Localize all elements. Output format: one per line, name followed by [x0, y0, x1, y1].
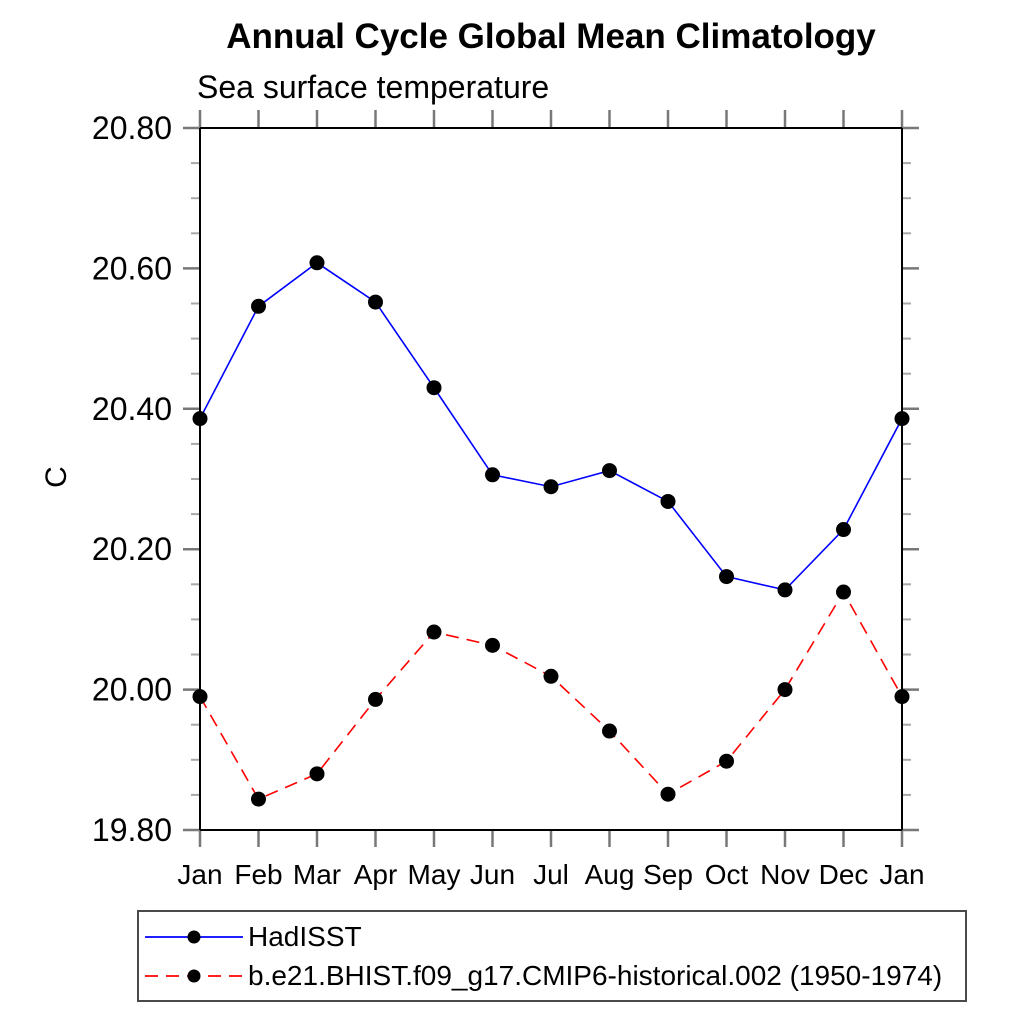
x-tick-label: Apr: [354, 859, 398, 890]
data-point-marker: [777, 582, 793, 598]
x-tick-label: Mar: [293, 859, 341, 890]
series-markers: [192, 255, 910, 807]
plot-frame: [199, 127, 903, 831]
legend: HadISST b.e21.BHIST.f09_g17.CMIP6-histor…: [137, 910, 967, 1002]
x-tick-label: Feb: [234, 859, 282, 890]
data-point-marker: [368, 691, 383, 707]
legend-swatch-dashed-line: [145, 969, 243, 982]
data-point-marker: [894, 411, 910, 427]
data-point-marker: [251, 791, 266, 807]
y-tick-label: 20.00: [92, 672, 172, 708]
data-point-marker: [602, 463, 617, 479]
data-point-marker: [660, 786, 676, 802]
x-tick-label: Jul: [533, 859, 569, 890]
x-tick-label: Oct: [705, 859, 749, 890]
x-tick-label: Dec: [819, 859, 869, 890]
legend-item-model: b.e21.BHIST.f09_g17.CMIP6-historical.002…: [139, 961, 965, 991]
data-point-marker: [426, 380, 442, 396]
data-point-marker: [719, 569, 734, 585]
data-point-marker: [719, 753, 734, 769]
data-point-marker: [602, 723, 617, 739]
data-point-marker: [368, 294, 383, 310]
series-line-solid: [199, 261, 903, 591]
y-tick-label: 20.40: [92, 391, 172, 427]
chart-subtitle: Sea surface temperature: [197, 69, 549, 105]
series-lines: [199, 261, 903, 801]
data-point-marker: [543, 668, 559, 684]
x-tick-label: Jun: [470, 859, 515, 890]
y-axis-label: C: [40, 466, 73, 488]
data-point-marker: [777, 682, 793, 698]
x-tick-label: Jan: [879, 859, 924, 890]
data-point-marker: [894, 689, 910, 705]
legend-swatch-solid-line: [145, 930, 243, 943]
data-point-marker: [836, 584, 851, 600]
axis-ticks: [183, 110, 919, 847]
data-point-marker: [485, 637, 500, 653]
y-tick-labels: 19.80 20.00 20.20 20.40 20.60 20.80: [92, 110, 172, 848]
x-tick-label: Jan: [177, 859, 222, 890]
legend-label-hadisst: HadISST: [248, 920, 362, 952]
data-point-marker: [426, 624, 442, 640]
data-point-marker: [192, 411, 208, 427]
x-tick-label: Sep: [643, 859, 693, 890]
y-tick-label: 20.80: [92, 110, 172, 146]
data-point-marker: [543, 479, 559, 495]
x-tick-label: May: [408, 859, 461, 890]
legend-marker-dot: [187, 969, 201, 982]
x-tick-label: Nov: [760, 859, 810, 890]
x-tick-label: Aug: [585, 859, 635, 890]
legend-item-hadisst: HadISST: [139, 922, 965, 952]
data-point-marker: [309, 766, 325, 782]
y-tick-label: 19.80: [92, 812, 172, 848]
data-point-marker: [251, 298, 266, 314]
data-point-marker: [836, 522, 851, 538]
y-tick-label: 20.60: [92, 250, 172, 286]
x-tick-labels: Jan Feb Mar Apr May Jun Jul Aug Sep Oct Nov Dec Jan: [177, 859, 924, 890]
legend-marker-dot: [187, 930, 201, 943]
data-point-marker: [192, 689, 208, 705]
y-tick-label: 20.20: [92, 531, 172, 567]
data-point-marker: [485, 467, 500, 483]
legend-label-model: b.e21.BHIST.f09_g17.CMIP6-historical.002…: [248, 959, 943, 991]
series-line-dashed: [199, 590, 903, 801]
data-point-marker: [309, 255, 325, 271]
data-point-marker: [660, 493, 676, 509]
chart-title: Annual Cycle Global Mean Climatology: [226, 17, 876, 56]
